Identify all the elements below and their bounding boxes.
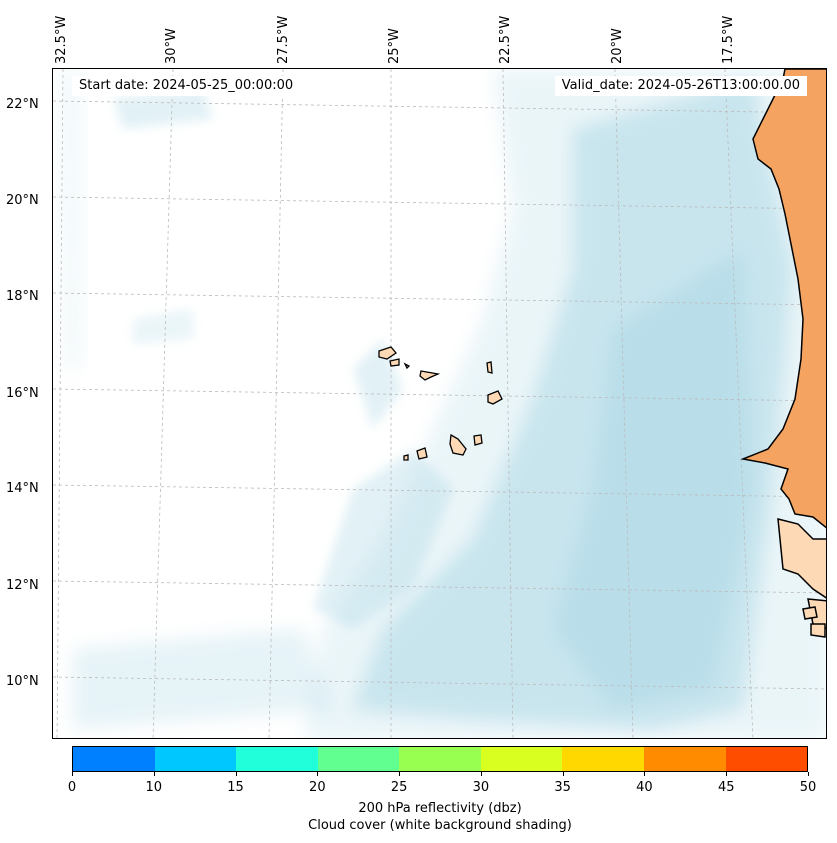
island-sao-nicolau [419, 370, 441, 381]
colorbar-tick-label: 45 [717, 780, 735, 795]
colorbar-tick-label: 25 [390, 780, 408, 795]
island-maio [473, 434, 483, 446]
colorbar-segment [236, 747, 318, 771]
cloud-cover-shading [58, 69, 826, 738]
colorbar-tick-label: 20 [309, 780, 326, 795]
colorbar-tick-label: 50 [799, 780, 817, 795]
colorbar-tick-mark [153, 772, 155, 776]
colorbar-tick-mark [399, 772, 401, 776]
colorbar-tick-mark [808, 772, 809, 776]
colorbar-tick-label: 40 [636, 780, 653, 795]
colorbar-segment [73, 747, 155, 771]
latitude-label: 14°N [6, 481, 39, 496]
latitude-label: 16°N [6, 386, 39, 401]
colorbar-segment [317, 747, 400, 771]
colorbar-segment [562, 747, 644, 771]
longitude-label: 22.5°W [498, 15, 513, 64]
colorbar-sublabel: Cloud cover (white background shading) [308, 818, 572, 833]
colorbar-tick-label: 10 [145, 780, 163, 795]
longitude-label: 20°W [610, 28, 625, 64]
colorbar-tick-label: 15 [227, 780, 244, 795]
latitude-label: 12°N [6, 578, 39, 593]
graticule-gridlines [53, 69, 826, 738]
latitude-label: 18°N [6, 289, 39, 304]
island-santiago [449, 433, 467, 456]
colorbar-tick-mark [317, 772, 319, 776]
colorbar-tick-label: 35 [554, 780, 571, 795]
valid-date-label: Valid_date: 2024-05-26T13:00:00.00 [554, 76, 807, 96]
colorbar-tick-mark [726, 772, 728, 776]
island-fogo [416, 447, 428, 460]
map-panel [52, 68, 827, 739]
colorbar-segment [399, 747, 481, 771]
longitude-label: 25°W [387, 28, 402, 64]
island-sal [486, 361, 493, 374]
latitude-label: 20°N [6, 193, 39, 208]
colorbar-tick-label: 30 [472, 780, 490, 795]
map-canvas [53, 69, 826, 738]
colorbar-segment [725, 747, 808, 771]
colorbar-tick-mark [72, 772, 73, 776]
colorbar-tick-mark [235, 772, 237, 776]
reflectivity-colorbar [72, 746, 808, 772]
cape-verde-islands [378, 346, 503, 461]
island-santo-antao [378, 346, 397, 360]
colorbar-tick-mark [480, 772, 482, 776]
colorbar-segment [480, 747, 563, 771]
longitude-label: 32.5°W [54, 15, 69, 64]
island-santa-luzia [403, 362, 411, 370]
island-sao-vicente [389, 358, 400, 367]
colorbar-label: 200 hPa reflectivity (dbz) [358, 801, 522, 816]
longitude-label: 27.5°W [276, 15, 291, 64]
colorbar-segment [154, 747, 237, 771]
latitude-label: 10°N [6, 674, 39, 689]
longitude-label: 17.5°W [721, 15, 736, 64]
longitude-label: 30°W [164, 28, 179, 64]
latitude-label: 22°N [6, 97, 39, 112]
island-boa-vista [487, 390, 503, 405]
colorbar-tick-mark [644, 772, 646, 776]
start-date-label: Start date: 2024-05-25_00:00:00 [72, 76, 301, 96]
african-coastline [740, 69, 826, 638]
island-brava [403, 454, 409, 461]
colorbar-segment [643, 747, 726, 771]
colorbar-tick-mark [562, 772, 564, 776]
colorbar-tick-label: 0 [67, 780, 77, 795]
